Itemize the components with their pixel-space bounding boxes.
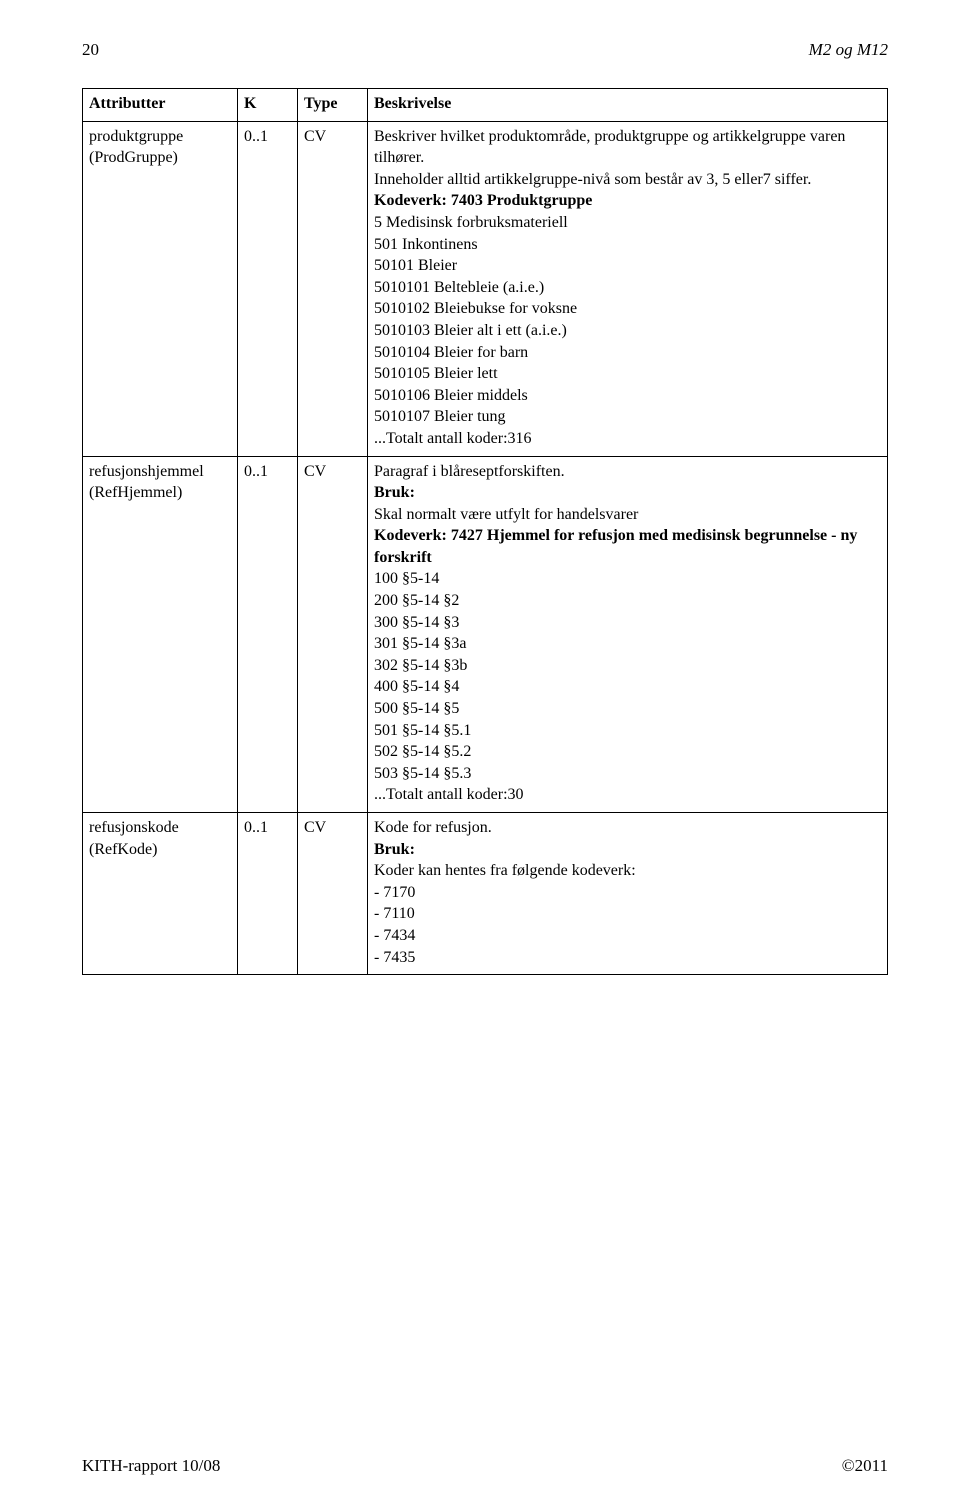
footer-left: KITH-rapport 10/08 <box>82 1456 220 1476</box>
bruk-text: Skal normalt være utfylt for handelsvare… <box>374 504 881 526</box>
attr-xml: (RefHjemmel) <box>89 484 182 501</box>
attr-cell: refusjonshjemmel (RefHjemmel) <box>83 456 238 813</box>
code-line: 5010101 Beltebleie (a.i.e.) <box>374 277 881 299</box>
attr-cell: refusjonskode (RefKode) <box>83 813 238 975</box>
kodeverk-label: Kodeverk: 7403 Produktgruppe <box>374 190 881 212</box>
attr-name: refusjonskode <box>89 819 179 836</box>
code-line: ...Totalt antall koder:316 <box>374 428 881 450</box>
code-line: - 7435 <box>374 947 881 969</box>
k-cell: 0..1 <box>238 813 298 975</box>
code-line: 5010103 Bleier alt i ett (a.i.e.) <box>374 320 881 342</box>
code-line: - 7110 <box>374 903 881 925</box>
desc-text: Paragraf i blåreseptforskiften. <box>374 461 881 483</box>
attr-xml: (ProdGruppe) <box>89 149 178 166</box>
attr-cell: produktgruppe (ProdGruppe) <box>83 121 238 456</box>
code-line: 5 Medisinsk forbruksmateriell <box>374 212 881 234</box>
desc-text: Kode for refusjon. <box>374 817 881 839</box>
col-k: K <box>238 89 298 122</box>
bruk-text: Koder kan hentes fra følgende kodeverk: <box>374 860 881 882</box>
desc-cell: Beskriver hvilket produktområde, produkt… <box>368 121 888 456</box>
table-header-row: Attributter K Type Beskrivelse <box>83 89 888 122</box>
bruk-label: Bruk: <box>374 839 881 861</box>
code-line: 300 §5-14 §3 <box>374 612 881 634</box>
col-beskrivelse: Beskrivelse <box>368 89 888 122</box>
k-cell: 0..1 <box>238 121 298 456</box>
attr-name: refusjonshjemmel <box>89 463 204 480</box>
page-footer: KITH-rapport 10/08 ©2011 <box>82 1456 888 1476</box>
code-line: - 7434 <box>374 925 881 947</box>
code-line: 5010107 Bleier tung <box>374 406 881 428</box>
type-cell: CV <box>298 456 368 813</box>
table-row: produktgruppe (ProdGruppe) 0..1 CV Beskr… <box>83 121 888 456</box>
code-line: 301 §5-14 §3a <box>374 633 881 655</box>
code-line: 302 §5-14 §3b <box>374 655 881 677</box>
code-line: 5010106 Bleier middels <box>374 385 881 407</box>
footer-right: ©2011 <box>842 1456 888 1476</box>
code-line: - 7170 <box>374 882 881 904</box>
code-line: 501 §5-14 §5.1 <box>374 720 881 742</box>
kodeverk-label: Kodeverk: 7427 Hjemmel for refusjon med … <box>374 525 881 568</box>
desc-text: Inneholder alltid artikkelgruppe-nivå so… <box>374 169 881 191</box>
code-line: ...Totalt antall koder:30 <box>374 784 881 806</box>
code-line: 503 §5-14 §5.3 <box>374 763 881 785</box>
type-cell: CV <box>298 813 368 975</box>
code-line: 501 Inkontinens <box>374 234 881 256</box>
attr-xml: (RefKode) <box>89 841 157 858</box>
desc-text: Beskriver hvilket produktområde, produkt… <box>374 126 881 169</box>
code-line: 5010105 Bleier lett <box>374 363 881 385</box>
desc-cell: Paragraf i blåreseptforskiften. Bruk: Sk… <box>368 456 888 813</box>
attr-name: produktgruppe <box>89 128 183 145</box>
code-line: 100 §5-14 <box>374 568 881 590</box>
type-cell: CV <box>298 121 368 456</box>
code-line: 5010102 Bleiebukse for voksne <box>374 298 881 320</box>
doc-title: M2 og M12 <box>809 40 888 60</box>
attributes-table: Attributter K Type Beskrivelse produktgr… <box>82 88 888 975</box>
desc-cell: Kode for refusjon. Bruk: Koder kan hente… <box>368 813 888 975</box>
code-line: 5010104 Bleier for barn <box>374 342 881 364</box>
page-number: 20 <box>82 40 99 60</box>
table-row: refusjonshjemmel (RefHjemmel) 0..1 CV Pa… <box>83 456 888 813</box>
code-line: 500 §5-14 §5 <box>374 698 881 720</box>
page-header: 20 M2 og M12 <box>82 40 888 60</box>
col-attributter: Attributter <box>83 89 238 122</box>
bruk-label: Bruk: <box>374 482 881 504</box>
code-line: 400 §5-14 §4 <box>374 676 881 698</box>
k-cell: 0..1 <box>238 456 298 813</box>
col-type: Type <box>298 89 368 122</box>
code-line: 502 §5-14 §5.2 <box>374 741 881 763</box>
table-row: refusjonskode (RefKode) 0..1 CV Kode for… <box>83 813 888 975</box>
code-line: 200 §5-14 §2 <box>374 590 881 612</box>
code-line: 50101 Bleier <box>374 255 881 277</box>
